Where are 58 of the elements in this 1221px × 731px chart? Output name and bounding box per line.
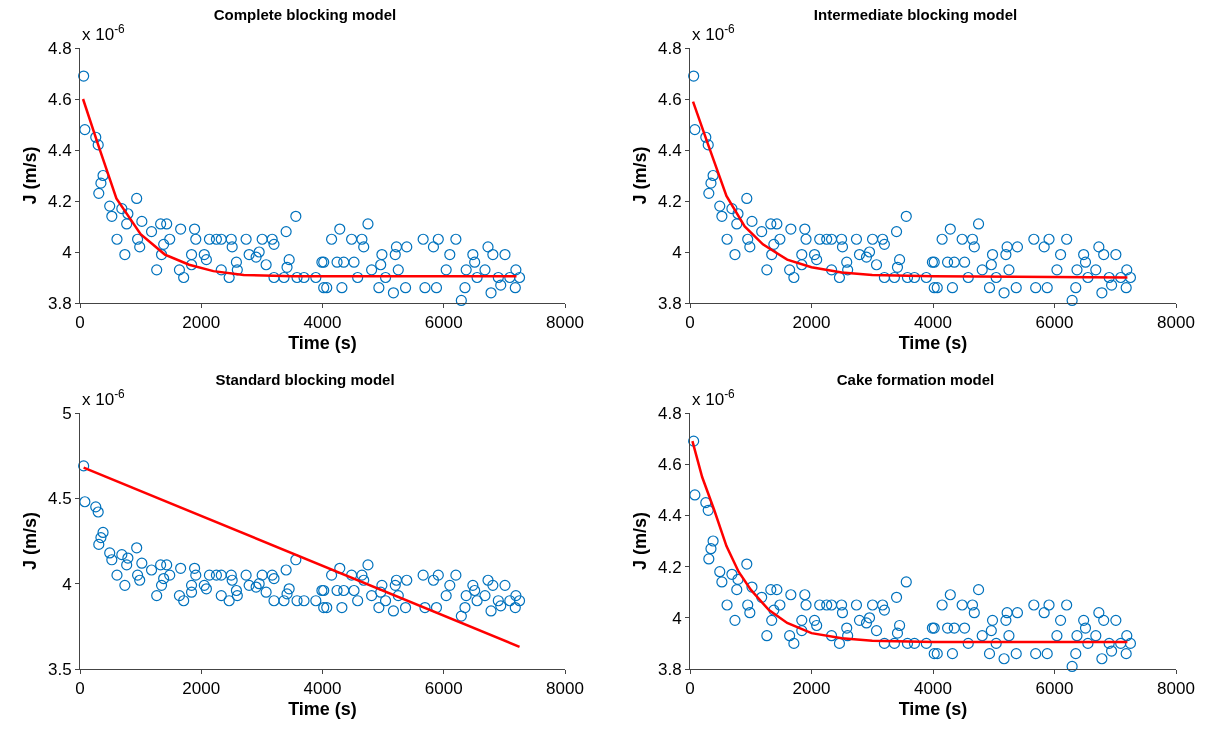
y-tick-label: 4.2 bbox=[657, 191, 682, 211]
y-tick-label: 4.8 bbox=[657, 403, 682, 423]
y-tick-label: 4 bbox=[672, 242, 682, 262]
x-tick-label: 6000 bbox=[1035, 313, 1074, 333]
y-tick-label: 4.4 bbox=[47, 140, 72, 160]
x-tick-label: 2000 bbox=[182, 313, 221, 333]
x-tick-label: 2000 bbox=[182, 679, 221, 699]
y-axis-title: J (m/s) bbox=[20, 146, 41, 205]
x-tick-label: 0 bbox=[685, 313, 695, 333]
y-tick-label: 3.8 bbox=[657, 293, 682, 313]
chart-title: Cake formation model bbox=[836, 370, 995, 388]
x-tick-label: 4000 bbox=[914, 313, 952, 333]
y-tick-label: 4.6 bbox=[657, 455, 682, 475]
chart-title: Standard blocking model bbox=[215, 370, 395, 388]
chart-title: Intermediate blocking model bbox=[813, 5, 1018, 23]
y-tick-label: 4 bbox=[62, 242, 72, 262]
x-tick-label: 2000 bbox=[792, 679, 831, 699]
y-tick-label: 4.6 bbox=[657, 89, 682, 109]
x-tick-label: 0 bbox=[75, 679, 85, 699]
text: x 10$^{-6}$ bbox=[692, 387, 736, 410]
text: x 10$^{-6}$ bbox=[82, 387, 126, 410]
x-tick-label: 8000 bbox=[546, 313, 584, 333]
y-tick-label: 4.2 bbox=[657, 557, 682, 577]
y-tick-label: 4 bbox=[62, 574, 72, 594]
x-axis-title: Time (s) bbox=[898, 698, 968, 719]
x-tick-label: 8000 bbox=[1157, 313, 1195, 333]
x-tick-label: 0 bbox=[685, 679, 695, 699]
y-axis-title: J (m/s) bbox=[630, 146, 651, 205]
x-tick-label: 6000 bbox=[424, 313, 463, 333]
y-tick-label: 4.5 bbox=[47, 489, 72, 509]
y-axis-title: J (m/s) bbox=[630, 511, 651, 571]
y-tick-label: 4.2 bbox=[47, 191, 72, 211]
y-tick-label: 4.6 bbox=[47, 89, 72, 109]
x-axis-title: Time (s) bbox=[288, 332, 357, 353]
y-tick-label: 3.5 bbox=[47, 659, 72, 679]
y-tick-label: 3.8 bbox=[47, 293, 72, 313]
x-tick-label: 4000 bbox=[303, 313, 342, 333]
text: x 10$^{-6}$ bbox=[692, 22, 736, 45]
x-tick-label: 8000 bbox=[546, 679, 584, 699]
y-tick-label: 4.8 bbox=[47, 38, 72, 58]
x-tick-label: 2000 bbox=[792, 313, 831, 333]
x-tick-label: 4000 bbox=[303, 679, 342, 699]
y-tick-label: 4 bbox=[672, 608, 682, 628]
y-tick-label: 4.4 bbox=[657, 506, 682, 526]
y-tick-label: 4.8 bbox=[657, 38, 682, 58]
x-axis-title: Time (s) bbox=[288, 698, 357, 719]
chart-title: Complete blocking model bbox=[213, 5, 397, 23]
x-tick-label: 6000 bbox=[424, 679, 463, 699]
text: x 10$^{-6}$ bbox=[82, 22, 126, 45]
x-tick-label: 8000 bbox=[1157, 679, 1195, 699]
y-tick-label: 4.4 bbox=[657, 140, 682, 160]
y-tick-label: 5 bbox=[62, 403, 72, 423]
y-tick-label: 3.8 bbox=[657, 659, 682, 679]
x-tick-label: 6000 bbox=[1035, 679, 1074, 699]
y-axis-title: J (m/s) bbox=[20, 511, 41, 571]
x-axis-title: Time (s) bbox=[898, 332, 968, 353]
x-tick-label: 4000 bbox=[914, 679, 952, 699]
x-tick-label: 0 bbox=[75, 313, 85, 333]
